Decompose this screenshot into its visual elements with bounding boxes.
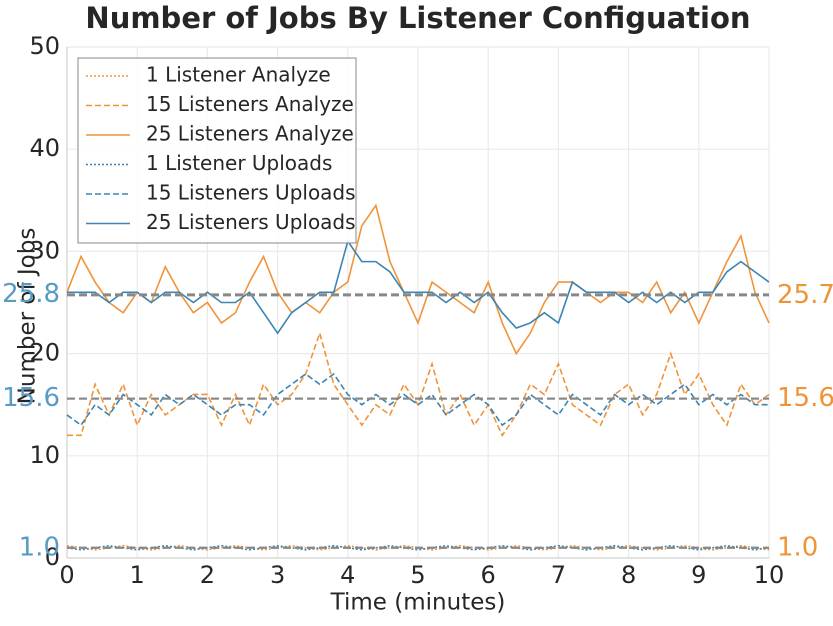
- legend-label: 25 Listeners Analyze: [146, 122, 354, 146]
- reference-label: 15.6: [777, 383, 833, 413]
- x-tick-label: 9: [691, 561, 706, 589]
- reference-label: 25.7: [777, 280, 833, 310]
- x-tick-label: 2: [200, 561, 215, 589]
- legend-label: 1 Listener Analyze: [146, 63, 331, 87]
- reference-label: 25.8: [2, 279, 60, 309]
- y-tick-label: 40: [29, 134, 60, 162]
- y-tick-label: 30: [29, 236, 60, 264]
- y-axis-label: Number of Jobs: [15, 228, 41, 405]
- x-tick-label: 4: [340, 561, 355, 589]
- x-tick-label: 7: [551, 561, 566, 589]
- series-line: [66, 372, 769, 427]
- reference-label: 15.6: [2, 383, 60, 413]
- x-tick-label: 5: [410, 561, 425, 589]
- x-tick-label: 8: [621, 561, 636, 589]
- chart-title: Number of Jobs By Listener Configuation: [85, 1, 750, 35]
- legend-label: 1 Listener Uploads: [146, 151, 332, 175]
- x-axis-label: Time (minutes): [330, 590, 506, 616]
- legend-label: 25 Listeners Uploads: [146, 210, 356, 234]
- series-line: [66, 203, 770, 356]
- x-tick-label: 10: [754, 561, 785, 589]
- legend-frame: [77, 57, 357, 244]
- x-tick-label: 3: [270, 561, 285, 589]
- reference-label: 1.0: [777, 532, 818, 562]
- legend: 1 Listener Analyze 15 Listeners Analyze 25…: [77, 57, 357, 244]
- x-tick-label: 0: [59, 561, 74, 589]
- legend-label: 15 Listeners Uploads: [146, 181, 356, 205]
- x-tick-label: 6: [481, 561, 496, 589]
- y-tick-label: 10: [29, 441, 60, 469]
- y-tick-label: 0: [45, 543, 60, 571]
- y-tick-label: 50: [29, 32, 60, 60]
- x-tick-label: 1: [130, 561, 145, 589]
- legend-label: 15 Listeners Analyze: [146, 92, 354, 116]
- series-line: [67, 239, 770, 335]
- reference-label: 1.0: [19, 532, 60, 562]
- y-tick-label: 20: [29, 339, 60, 367]
